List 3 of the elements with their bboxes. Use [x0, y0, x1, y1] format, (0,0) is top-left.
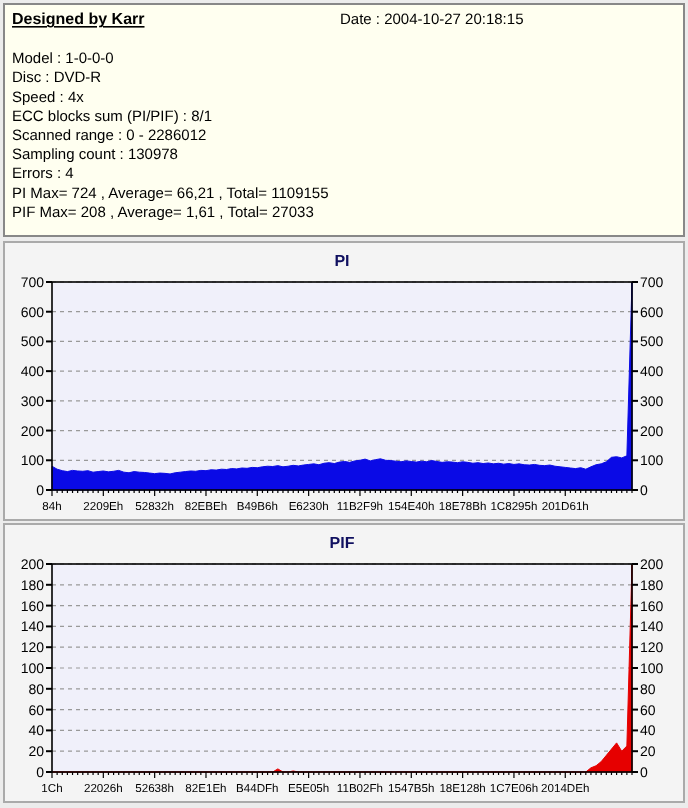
chart-title: PIF: [329, 534, 355, 552]
chart-title: PI: [334, 252, 350, 270]
text: Designed by Karr: [12, 10, 145, 28]
